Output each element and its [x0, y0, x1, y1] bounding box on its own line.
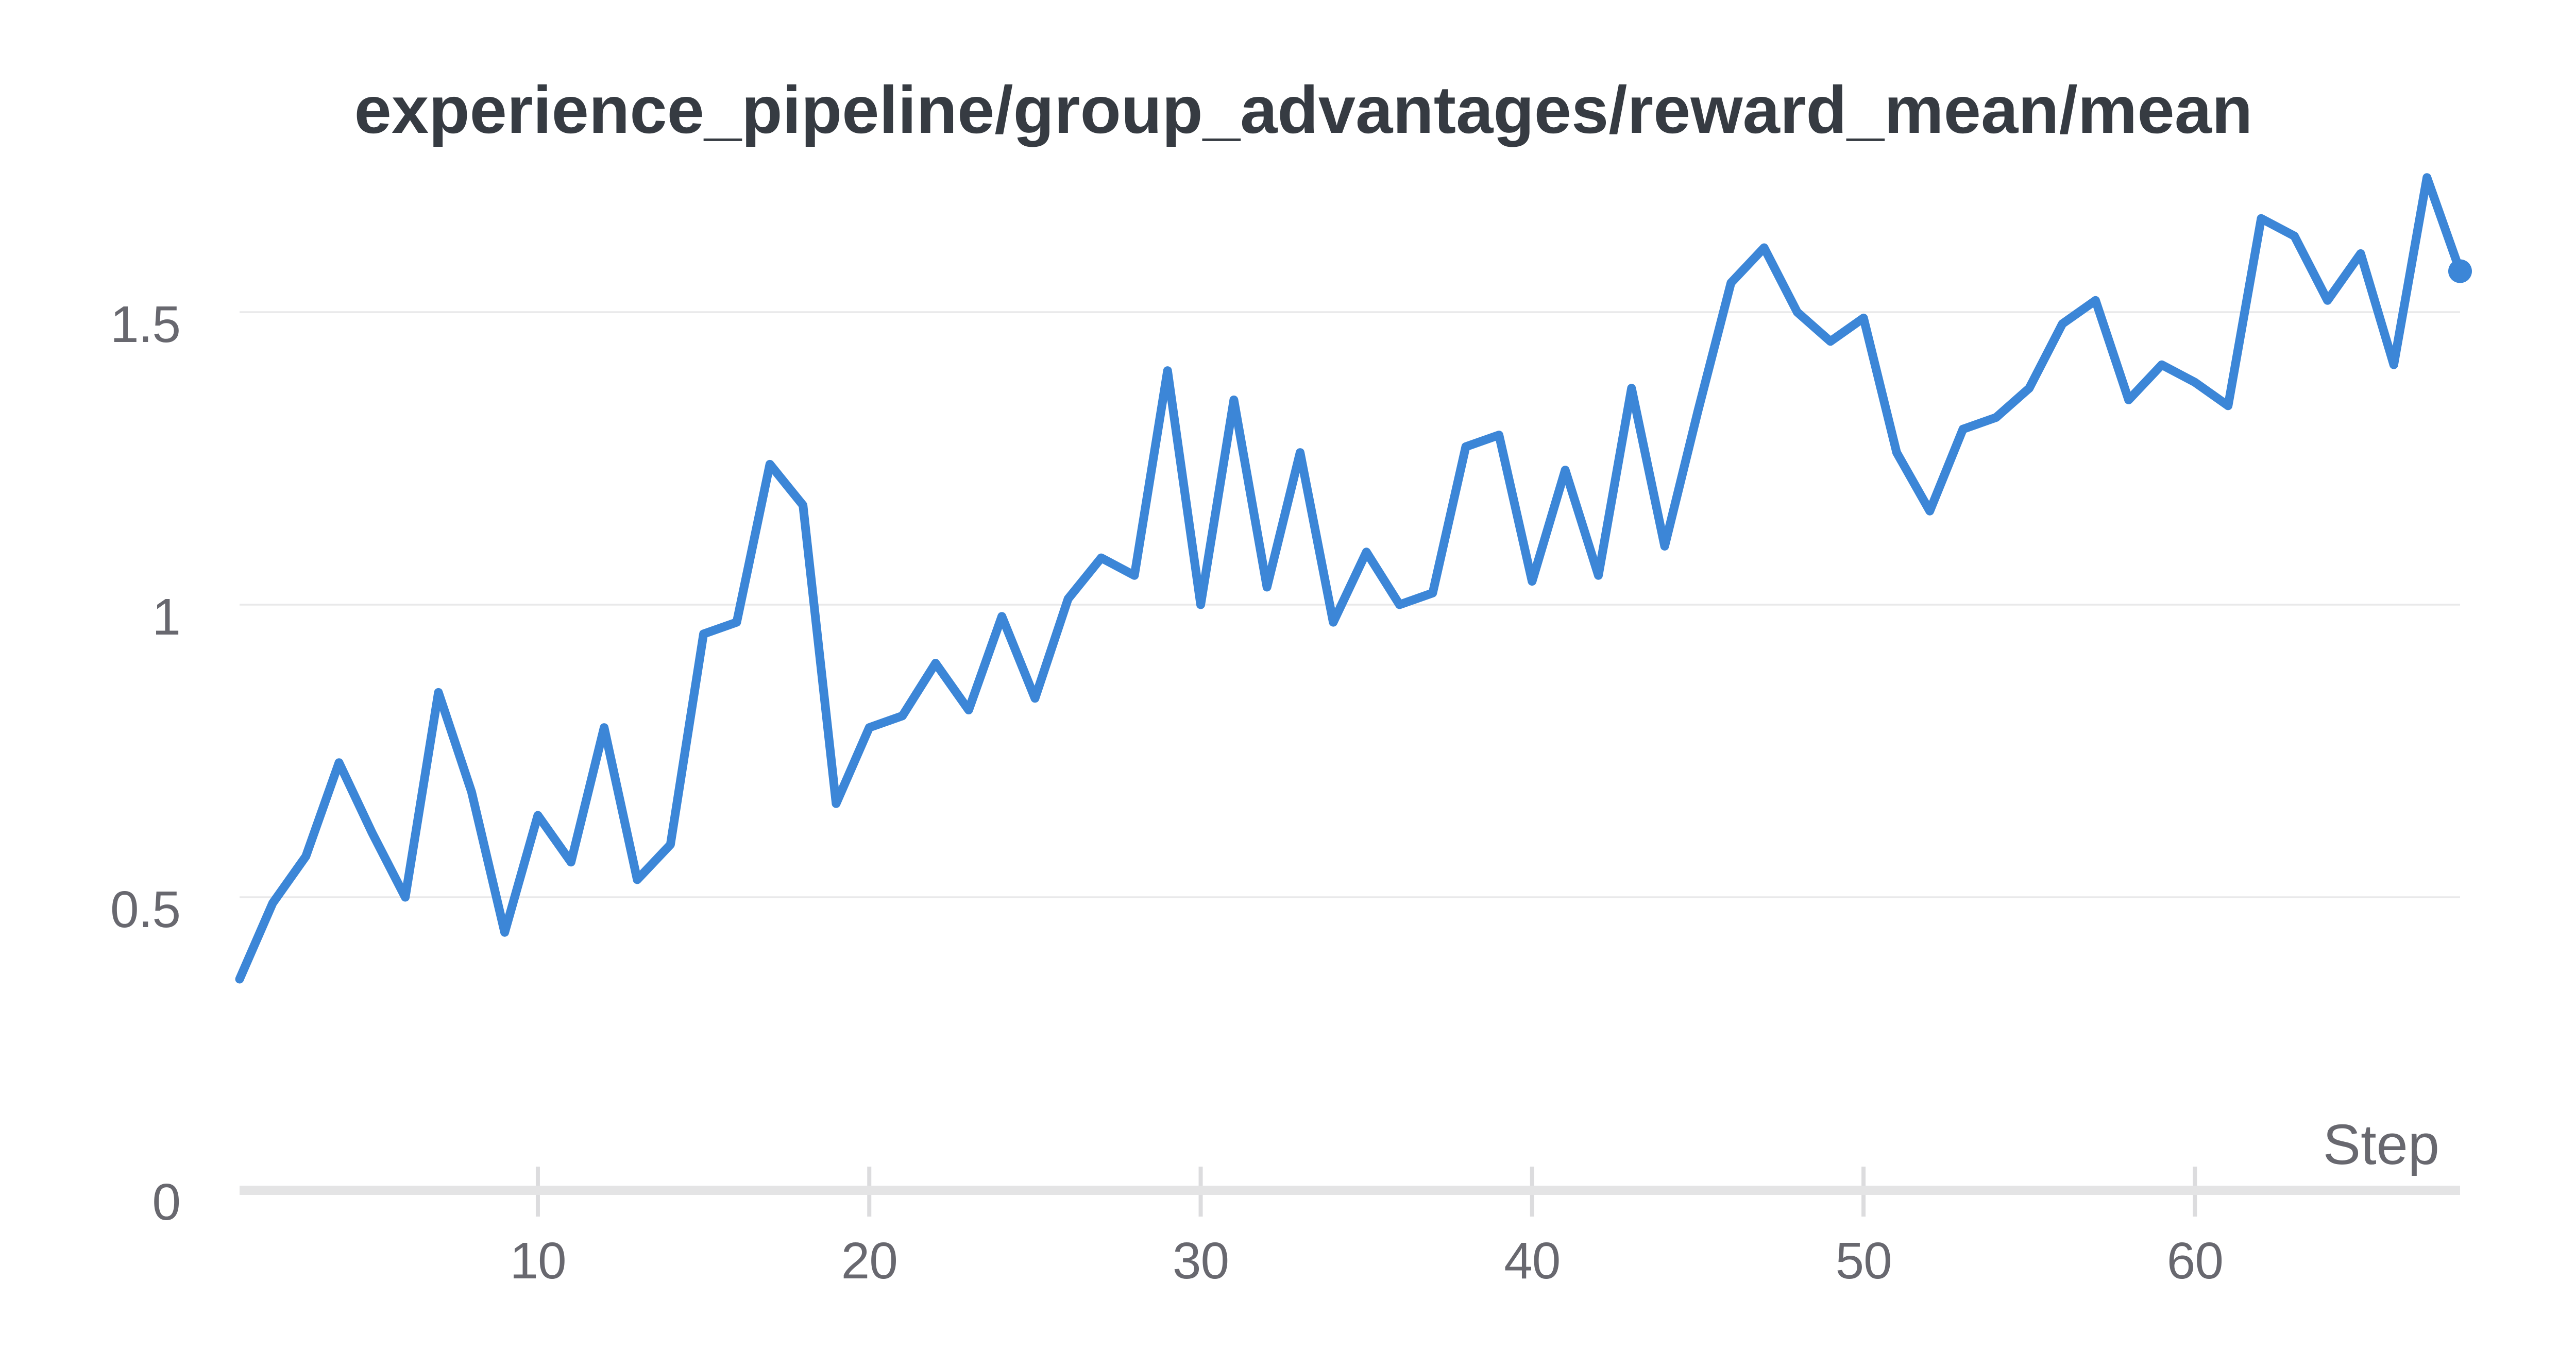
- x-axis-title: Step: [2323, 1113, 2439, 1176]
- x-tick-label: 60: [2167, 1232, 2223, 1290]
- chart-title: experience_pipeline/group_advantages/rew…: [354, 72, 2253, 147]
- last-point-dot[interactable]: [2448, 259, 2472, 283]
- x-tick-label: 40: [1504, 1232, 1560, 1290]
- x-tick-label: 30: [1173, 1232, 1229, 1290]
- x-tick-label: 10: [510, 1232, 566, 1290]
- gridlines: [240, 311, 2460, 898]
- y-tick-label: 1: [152, 588, 180, 646]
- y-tick-label: 1.5: [110, 296, 180, 353]
- y-tick-label: 0.5: [110, 881, 180, 938]
- series-line[interactable]: [235, 173, 2465, 984]
- x-tick-label: 20: [841, 1232, 897, 1290]
- axis-labels: 0 0.5 1 1.5 10 20 30 40 50 60: [110, 296, 2224, 1290]
- x-tick-label: 50: [1835, 1232, 1891, 1290]
- y-tick-label: 0: [152, 1173, 180, 1231]
